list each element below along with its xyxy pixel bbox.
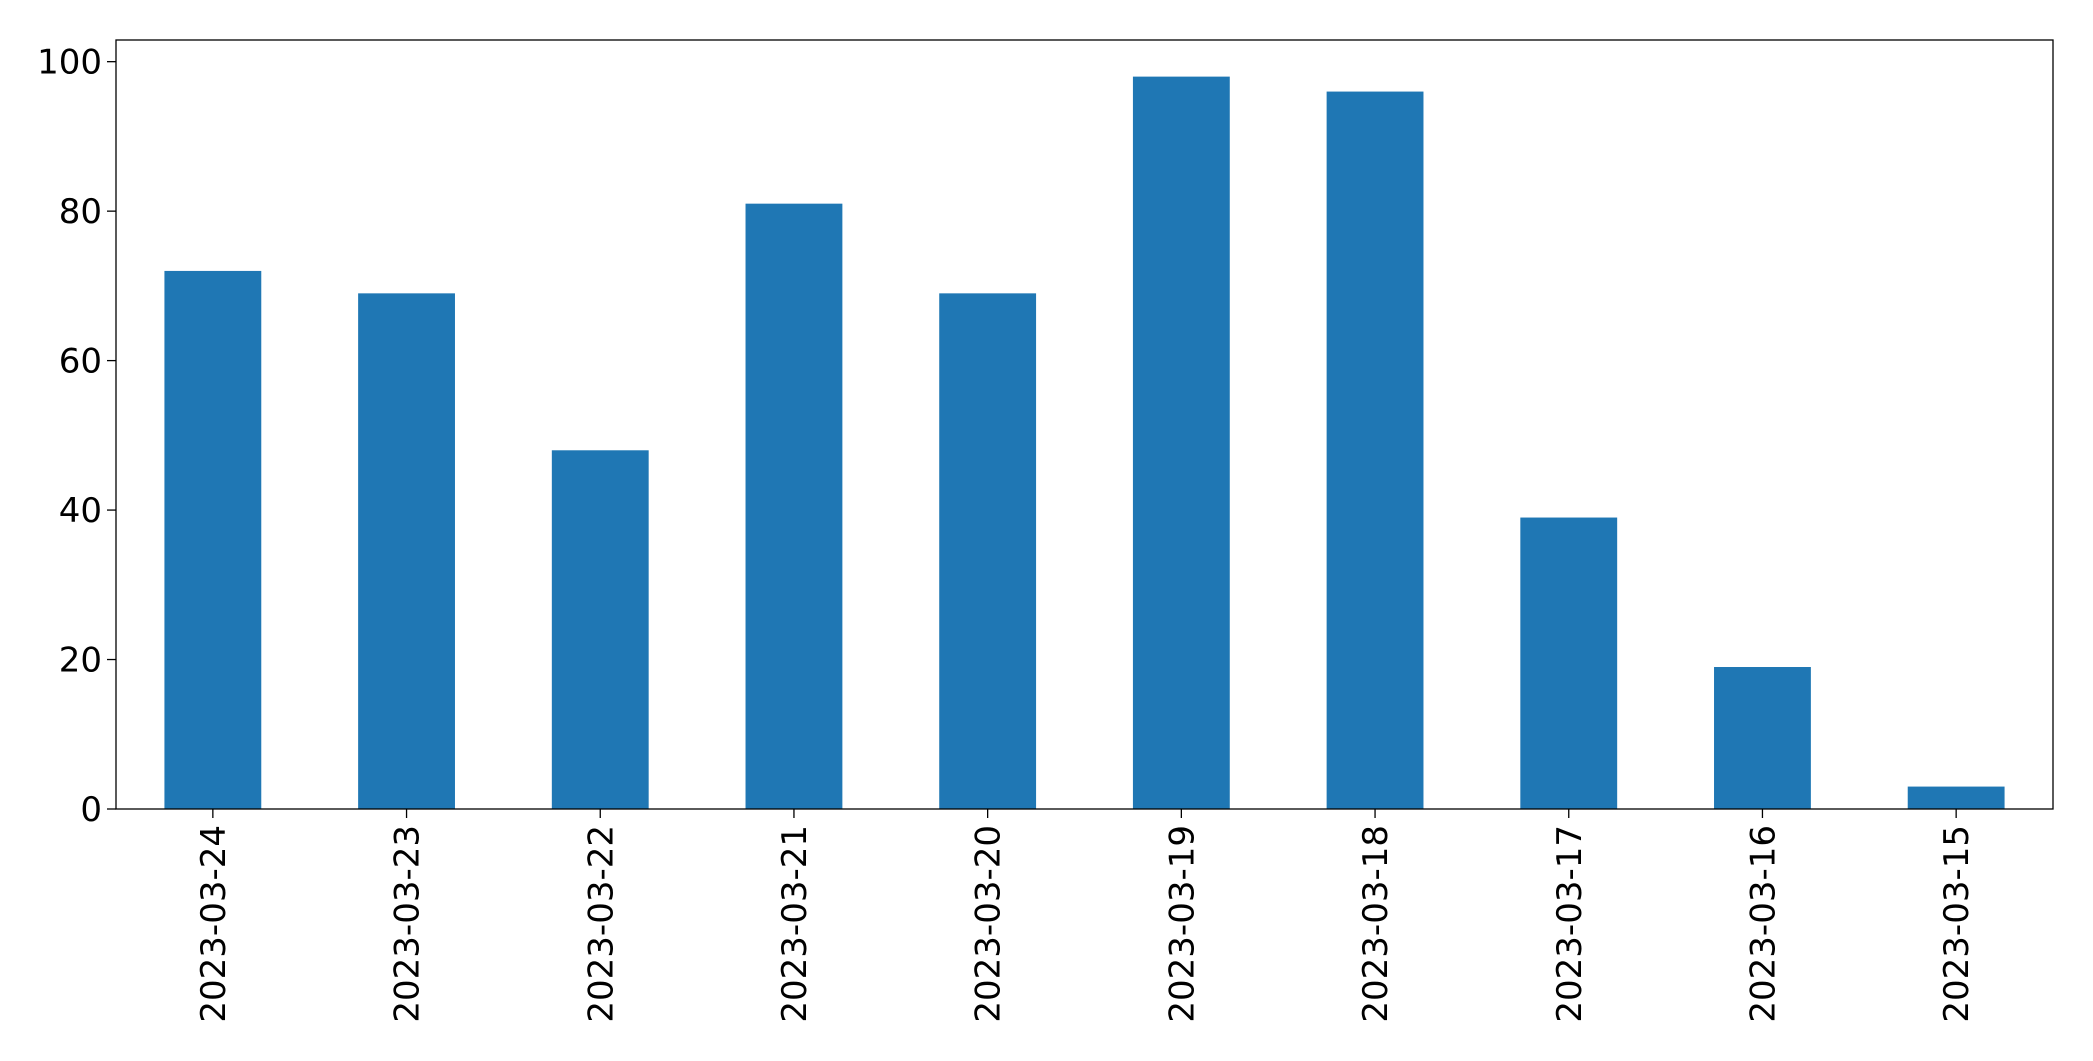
- x-tick-label: 2023-03-17: [1550, 825, 1590, 1023]
- y-tick-label: 80: [59, 192, 102, 232]
- bar: [164, 270, 262, 809]
- bar: [1326, 91, 1424, 809]
- x-tick-label: 2023-03-21: [775, 825, 815, 1023]
- bar: [358, 293, 455, 810]
- bar: [551, 450, 649, 809]
- x-tick-label: 2023-03-18: [1356, 825, 1396, 1023]
- x-tick-label: 2023-03-20: [969, 825, 1009, 1023]
- bar: [1907, 786, 2005, 809]
- bar: [745, 203, 843, 809]
- y-tick-label: 0: [80, 790, 102, 830]
- x-tick-label: 2023-03-19: [1162, 825, 1202, 1023]
- y-tick-label: 60: [59, 342, 102, 382]
- x-tick-label: 2023-03-23: [388, 825, 428, 1023]
- x-tick-label: 2023-03-24: [194, 825, 234, 1023]
- bar: [1714, 667, 1811, 809]
- y-tick-label: 100: [37, 43, 102, 83]
- x-tick-label: 2023-03-15: [1937, 825, 1977, 1023]
- bar: [1520, 517, 1618, 809]
- y-tick-label: 40: [59, 491, 102, 531]
- y-tick-label: 20: [59, 641, 102, 681]
- x-tick-label: 2023-03-16: [1743, 825, 1783, 1023]
- x-tick-label: 2023-03-22: [581, 825, 621, 1023]
- plot-frame: [115, 39, 2054, 810]
- bar: [1132, 76, 1230, 810]
- bar: [939, 293, 1037, 810]
